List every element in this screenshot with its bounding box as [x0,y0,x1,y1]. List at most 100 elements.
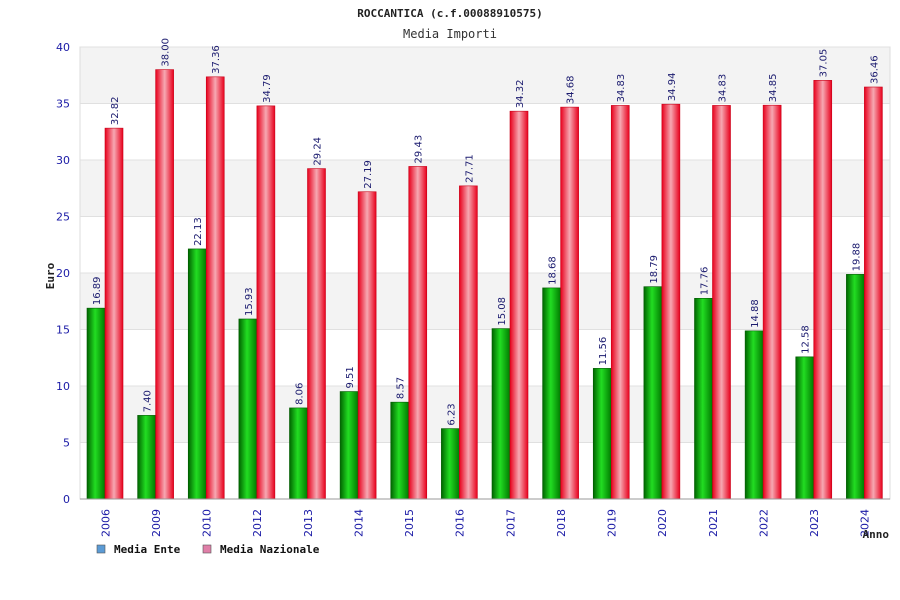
data-label-media-nazionale-2013: 29.24 [313,137,324,166]
x-tick-label: 2012 [251,509,264,537]
bar-media-ente-2024 [846,274,865,500]
y-tick-label: 40 [56,41,70,54]
y-tick-label: 5 [63,437,70,450]
bar-media-ente-2021 [694,298,713,500]
x-tick-label: 2014 [352,509,365,537]
bar-media-ente-2015 [390,401,410,500]
data-label-media-nazionale-2010: 37.36 [211,45,222,74]
data-label-media-ente-2022: 14.88 [750,299,761,328]
bar-media-nazionale-2020 [661,103,681,500]
legend-label-media-nazionale: Media Nazionale [220,543,320,556]
y-tick-label: 0 [63,493,70,506]
y-tick-label: 10 [56,380,70,393]
x-tick-label: 2024 [859,509,872,537]
data-label-media-nazionale-2017: 34.32 [515,80,526,109]
bar-media-nazionale-2006 [104,127,124,500]
data-label-media-nazionale-2018: 34.68 [566,75,577,104]
bar-media-nazionale-2016 [459,185,478,500]
y-tick-label: 35 [56,98,70,111]
data-label-media-nazionale-2006: 32.82 [110,96,121,125]
data-label-media-nazionale-2016: 27.71 [464,154,475,183]
data-label-media-nazionale-2021: 34.83 [718,74,729,103]
y-tick-label: 15 [56,324,70,337]
data-label-media-nazionale-2012: 34.79 [262,74,273,103]
x-tick-label: 2021 [707,509,720,537]
data-label-media-ente-2009: 7.40 [143,390,154,412]
bar-media-nazionale-2012 [256,105,276,500]
x-tick-label: 2009 [150,509,163,537]
data-label-media-nazionale-2020: 34.94 [667,73,678,102]
bar-media-nazionale-2009 [155,69,174,500]
bar-media-ente-2018 [542,287,561,500]
data-label-media-ente-2014: 9.51 [345,366,356,388]
bar-media-nazionale-2013 [307,168,326,500]
x-axis-label: Anno [863,528,890,541]
bar-media-nazionale-2018 [560,106,579,500]
bar-media-ente-2014 [339,391,359,500]
x-tick-label: 2017 [504,509,517,537]
bar-media-ente-2020 [643,286,663,500]
bars: 16.89 32.82 7.40 38.00 22.13 37.36 15.93 34.79 8… [86,38,883,500]
data-label-media-ente-2015: 8.57 [396,377,407,399]
bar-media-nazionale-2024 [864,86,883,500]
data-label-media-nazionale-2023: 37.05 [819,49,830,78]
bar-media-ente-2016 [441,428,460,500]
bar-media-ente-2023 [795,356,815,500]
data-label-media-ente-2006: 16.89 [92,277,103,306]
bar-media-ente-2019 [592,368,612,500]
x-tick-label: 2013 [302,509,315,537]
x-tick-label: 2015 [403,509,416,537]
legend-swatch-media-nazionale [202,544,212,554]
y-axis-ticks: 0 5 10 15 20 25 30 35 40 [56,41,70,506]
data-label-media-nazionale-2022: 34.85 [768,74,779,103]
bar-media-nazionale-2021 [712,105,731,500]
data-label-media-ente-2021: 17.76 [700,267,711,296]
data-label-media-nazionale-2019: 34.83 [616,74,627,103]
legend: Media Ente Media Nazionale [96,543,320,556]
data-label-media-ente-2013: 8.06 [295,383,306,405]
bar-media-nazionale-2022 [762,104,782,500]
bar-media-nazionale-2017 [509,110,529,500]
data-label-media-ente-2024: 19.88 [851,243,862,272]
bar-media-nazionale-2015 [408,166,428,500]
x-axis-ticks: 2006 2009 2010 2012 2013 2014 2015 2016 2017 2018… [99,509,871,537]
data-label-media-ente-2012: 15.93 [244,287,255,316]
data-label-media-ente-2019: 11.56 [598,337,609,366]
data-label-media-ente-2020: 18.79 [649,255,660,284]
legend-swatch-media-ente [96,544,106,554]
x-tick-label: 2023 [808,509,821,537]
data-label-media-nazionale-2024: 36.46 [869,55,880,84]
y-tick-label: 30 [56,154,70,167]
bar-media-nazionale-2014 [357,191,377,500]
y-tick-label: 25 [56,211,70,224]
data-label-media-ente-2018: 18.68 [548,256,559,285]
chart-title: ROCCANTICA (c.f.00088910575) [357,7,542,20]
bar-media-ente-2012 [238,318,258,500]
bar-media-nazionale-2010 [205,76,225,500]
x-tick-label: 2019 [606,509,619,537]
data-label-media-ente-2023: 12.58 [801,325,812,354]
data-label-media-ente-2010: 22.13 [193,217,204,246]
x-tick-label: 2022 [757,509,770,537]
data-label-media-nazionale-2014: 27.19 [363,160,374,189]
x-tick-label: 2010 [201,509,214,537]
data-label-media-nazionale-2015: 29.43 [414,135,425,164]
bar-media-ente-2013 [289,407,308,500]
bar-media-ente-2006 [86,307,106,500]
x-tick-label: 2016 [454,509,467,537]
y-tick-label: 20 [56,267,70,280]
chart-subtitle: Media Importi [403,27,497,41]
bar-media-nazionale-2023 [813,80,833,500]
bar-media-ente-2010 [187,248,207,500]
data-label-media-ente-2017: 15.08 [497,297,508,326]
legend-label-media-ente: Media Ente [114,543,181,556]
bar-media-ente-2017 [491,328,511,500]
y-axis-label: Euro [44,262,57,289]
bar-media-nazionale-2019 [610,105,630,500]
bar-media-ente-2009 [137,415,156,500]
bar-media-ente-2022 [744,330,764,500]
x-tick-label: 2018 [555,509,568,537]
x-tick-label: 2020 [656,509,669,537]
data-label-media-nazionale-2009: 38.00 [161,38,172,67]
